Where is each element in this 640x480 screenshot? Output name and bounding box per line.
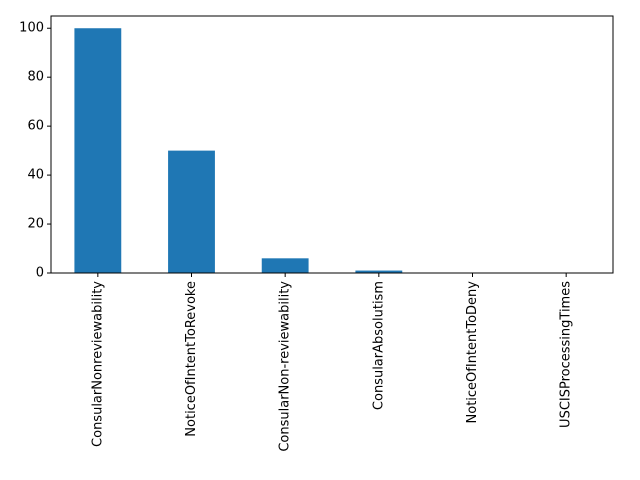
- y-tick-label: 60: [27, 119, 44, 134]
- x-tick-label: ConsularNon-reviewability: [278, 281, 293, 452]
- y-tick-label: 20: [27, 217, 44, 232]
- bar: [355, 270, 403, 273]
- y-tick-label: 100: [19, 21, 44, 36]
- x-tick-label: ConsularNonreviewability: [90, 281, 105, 447]
- x-tick-label: NoticeOfIntentToDeny: [465, 281, 480, 424]
- y-tick-label: 0: [36, 266, 44, 281]
- x-tick-label: NoticeOfIntentToRevoke: [184, 281, 199, 437]
- bar: [74, 28, 122, 273]
- y-tick-label: 80: [27, 70, 44, 85]
- bar: [168, 150, 215, 273]
- x-tick-label: ConsularAbsolutism: [371, 281, 386, 410]
- x-tick-label: USCISProcessingTimes: [559, 281, 574, 428]
- y-tick-label: 40: [27, 168, 44, 183]
- plot-frame: [50, 15, 614, 274]
- bar: [261, 258, 309, 273]
